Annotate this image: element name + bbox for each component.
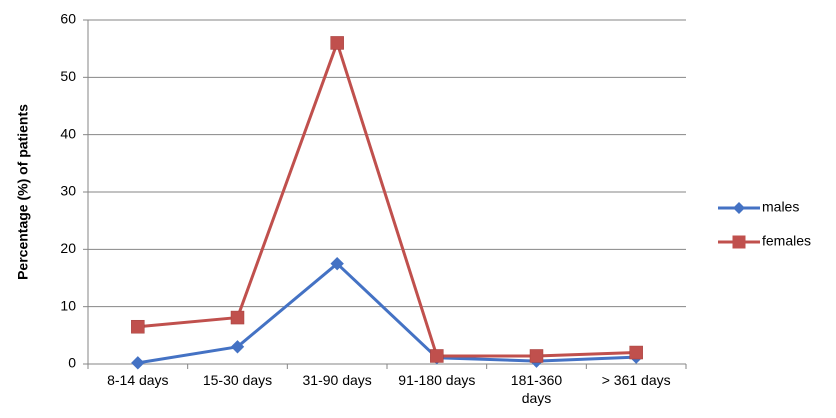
y-tick-label: 40 bbox=[60, 125, 76, 141]
x-axis-ticks: 8-14 days 15-30 days 31-90 days 91-180 days… bbox=[107, 372, 671, 406]
data-point-females bbox=[629, 345, 643, 360]
series-line-males bbox=[137, 262, 637, 365]
y-tick-label: 10 bbox=[60, 297, 76, 313]
gridlines bbox=[88, 19, 686, 308]
legend-marker-males bbox=[733, 202, 745, 214]
x-tick-label: 15-30 days bbox=[203, 372, 272, 388]
axes bbox=[83, 19, 687, 369]
legend: males females bbox=[718, 199, 811, 249]
y-tick-label: 60 bbox=[60, 11, 76, 27]
legend-label-females: females bbox=[762, 233, 811, 249]
y-tick-label: 50 bbox=[60, 68, 76, 84]
data-point-males bbox=[330, 256, 344, 271]
legend-marker-females bbox=[732, 235, 746, 249]
y-tick-label: 0 bbox=[68, 355, 76, 371]
series-line-females bbox=[137, 41, 637, 358]
y-axis-ticks: 0 10 20 30 40 50 60 bbox=[60, 11, 76, 371]
x-tick-label: 91-180 days bbox=[398, 372, 475, 388]
x-tick-label: 31-90 days bbox=[303, 372, 372, 388]
data-point-females bbox=[529, 349, 544, 363]
y-tick-label: 30 bbox=[60, 183, 76, 199]
series-group bbox=[131, 36, 643, 370]
x-tick-label: > 361 days bbox=[602, 372, 671, 388]
x-tick-label: 8-14 days bbox=[107, 372, 168, 388]
data-point-females bbox=[131, 319, 145, 334]
y-axis-label: Percentage (%) of patients bbox=[15, 104, 31, 280]
data-point-females bbox=[430, 349, 444, 363]
x-tick-label: 181-360 days bbox=[511, 372, 563, 406]
data-point-males bbox=[131, 356, 145, 370]
data-point-males bbox=[230, 340, 245, 354]
data-point-females bbox=[330, 36, 344, 50]
legend-label-males: males bbox=[762, 199, 799, 215]
data-point-females bbox=[230, 310, 245, 325]
y-tick-label: 20 bbox=[60, 240, 76, 256]
